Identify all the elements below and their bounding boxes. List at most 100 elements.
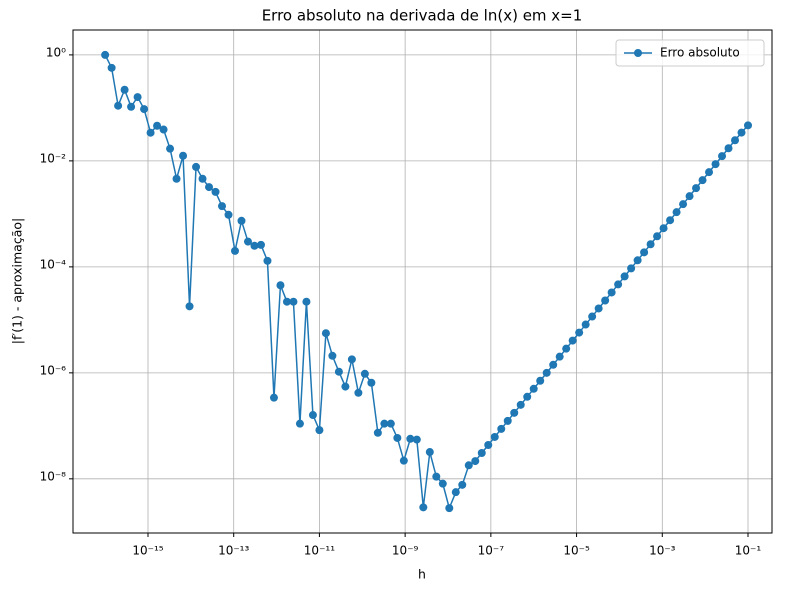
data-point [127, 102, 136, 111]
data-point [360, 369, 369, 378]
data-point [737, 128, 746, 137]
data-point [354, 388, 363, 397]
legend-label: Erro absoluto [660, 46, 740, 60]
data-point [744, 121, 753, 130]
data-point [497, 424, 506, 433]
data-point [146, 128, 155, 137]
x-axis-label: h [418, 567, 426, 582]
plot-frame [72, 29, 773, 534]
data-point [438, 479, 447, 488]
data-point [581, 320, 590, 329]
data-point [692, 184, 701, 193]
data-point [289, 297, 298, 306]
data-point [107, 63, 116, 72]
data-point [237, 216, 246, 225]
data-point [594, 304, 603, 313]
data-point [211, 187, 220, 196]
data-point [276, 281, 285, 290]
y-tick-label: 10⁻² [40, 151, 67, 165]
data-point [568, 336, 577, 345]
x-tick-label: 10⁻⁷ [478, 544, 505, 558]
data-point [166, 144, 175, 153]
data-point [419, 503, 428, 512]
data-point [575, 328, 584, 337]
data-point [633, 256, 642, 265]
data-point [120, 85, 129, 94]
data-point [159, 125, 168, 134]
data-point [205, 183, 214, 192]
data-point [679, 200, 688, 209]
data-point [256, 240, 265, 249]
y-tick-label: 10⁻⁸ [40, 469, 67, 483]
data-point [523, 392, 532, 401]
data-point [140, 105, 149, 114]
x-tick-label: 10⁻¹⁵ [132, 544, 163, 558]
data-point [646, 240, 655, 249]
data-point [101, 50, 110, 59]
data-point [711, 160, 720, 169]
chart-title: Erro absoluto na derivada de ln(x) em x=… [262, 7, 583, 25]
data-point [627, 264, 636, 273]
data-point [477, 449, 486, 458]
data-point [393, 433, 402, 442]
data-point [607, 288, 616, 297]
y-tick-label: 10⁻⁶ [40, 363, 67, 377]
data-point [114, 101, 123, 110]
data-point [380, 419, 389, 428]
data-point [328, 351, 337, 360]
data-point [464, 461, 473, 470]
data-point [308, 411, 317, 420]
x-tick-label: 10⁻⁹ [392, 544, 419, 558]
data-point [185, 302, 194, 311]
legend-marker [634, 49, 642, 57]
data-point [412, 435, 421, 444]
data-point [666, 216, 675, 225]
data-point [529, 384, 538, 393]
data-point [172, 174, 181, 183]
data-point [698, 176, 707, 185]
data-point [724, 144, 733, 153]
data-point [451, 488, 460, 497]
data-point [302, 297, 311, 306]
data-point [295, 419, 304, 428]
data-point [458, 480, 467, 489]
data-point [341, 382, 350, 391]
data-point [549, 360, 558, 369]
y-axis-label: |f′(1) - aproximação| [10, 218, 25, 344]
data-point [555, 352, 564, 361]
data-point [614, 280, 623, 289]
data-point [250, 241, 259, 250]
x-tick-label: 10⁻¹ [735, 544, 762, 558]
data-point [705, 168, 714, 177]
data-point [718, 152, 727, 161]
data-point [282, 297, 291, 306]
data-point [432, 472, 441, 481]
data-point [263, 256, 272, 265]
data-point [588, 312, 597, 321]
data-point [653, 232, 662, 241]
data-point [230, 246, 239, 255]
x-tick-label: 10⁻³ [649, 544, 676, 558]
y-tick-label: 10⁻⁴ [40, 257, 67, 271]
data-point [516, 400, 525, 409]
data-point [334, 367, 343, 376]
data-point [672, 208, 681, 217]
data-point [510, 408, 519, 417]
data-point [445, 504, 454, 513]
data-point [218, 202, 227, 211]
data-point [542, 368, 551, 377]
data-point [562, 344, 571, 353]
y-tick-label: 10⁰ [46, 45, 66, 59]
data-point [386, 419, 395, 428]
data-point [347, 355, 356, 364]
data-point [503, 416, 512, 425]
data-point [471, 457, 480, 466]
data-point [659, 224, 668, 233]
x-tick-label: 10⁻¹¹ [304, 544, 335, 558]
series-line [104, 54, 749, 511]
data-point [685, 192, 694, 201]
x-tick-label: 10⁻⁵ [563, 544, 590, 558]
x-tick-label: 10⁻¹³ [218, 544, 249, 558]
data-point [192, 162, 201, 171]
